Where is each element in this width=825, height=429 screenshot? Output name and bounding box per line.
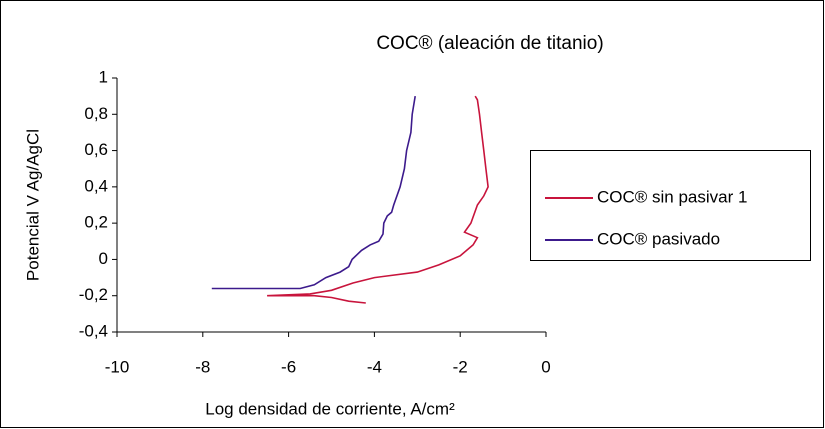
x-axis-label: Log densidad de corriente, A/cm² <box>205 399 455 418</box>
x-tick-label: 0 <box>541 357 550 376</box>
x-tick-label: -2 <box>453 357 468 376</box>
legend-label: COC® sin pasivar 1 <box>597 187 747 206</box>
series-line <box>211 95 416 290</box>
y-tick-label: 0,4 <box>84 176 108 195</box>
x-tick-label: -4 <box>367 357 382 376</box>
x-tick-label: -10 <box>105 357 130 376</box>
y-tick-label: 1 <box>99 67 108 86</box>
y-tick-label: -0,4 <box>79 321 108 340</box>
legend-box <box>530 150 811 261</box>
x-tick-label: -6 <box>281 357 296 376</box>
y-tick-label: 0 <box>99 249 108 268</box>
chart-title: COC® (aleación de titanio) <box>376 33 603 54</box>
y-tick-label: 0,2 <box>84 213 108 232</box>
series-line <box>267 95 489 304</box>
x-tick-label: -8 <box>195 357 210 376</box>
y-tick-label: 0,8 <box>84 104 108 123</box>
y-tick-label: 0,6 <box>84 140 108 159</box>
legend-label: COC® pasivado <box>597 229 720 248</box>
y-tick-label: -0,2 <box>79 285 108 304</box>
y-axis-label: Potencial V Ag/AgCl <box>23 129 42 281</box>
